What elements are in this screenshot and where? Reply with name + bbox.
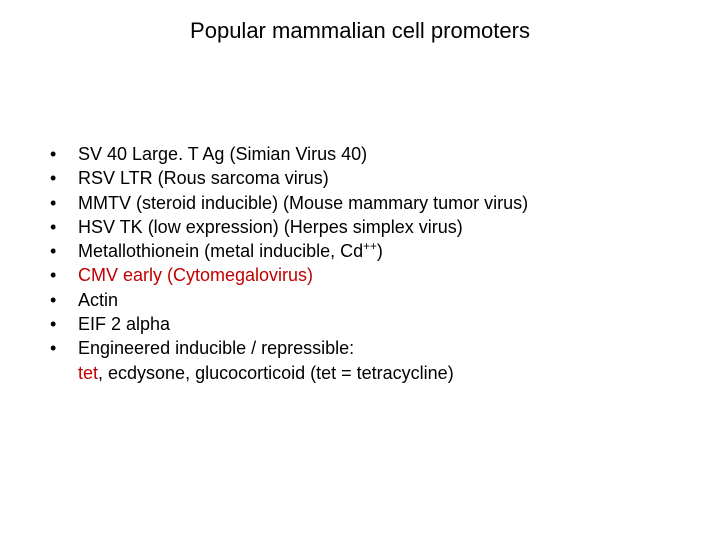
bullet-marker: •: [44, 166, 78, 190]
bullet-marker: •: [44, 142, 78, 166]
list-item-text: RSV LTR (Rous sarcoma virus): [78, 166, 676, 190]
bullet-marker: •: [44, 312, 78, 336]
list-item: • Metallothionein (metal inducible, Cd++…: [44, 239, 676, 263]
cont-rest: , ecdysone, glucocorticoid (tet = tetrac…: [98, 363, 454, 383]
list-item-continuation: tet, ecdysone, glucocorticoid (tet = tet…: [44, 361, 676, 385]
list-item: • Engineered inducible / repressible:: [44, 336, 676, 360]
bullet-marker: •: [44, 263, 78, 287]
text-post: ): [377, 241, 383, 261]
bullet-marker: •: [44, 239, 78, 263]
list-item: • MMTV (steroid inducible) (Mouse mammar…: [44, 191, 676, 215]
slide-title: Popular mammalian cell promoters: [0, 18, 720, 44]
list-item-text: HSV TK (low expression) (Herpes simplex …: [78, 215, 676, 239]
list-item-text: Actin: [78, 288, 676, 312]
list-item-text: Engineered inducible / repressible:: [78, 336, 676, 360]
list-item: • HSV TK (low expression) (Herpes simple…: [44, 215, 676, 239]
bullet-marker: •: [44, 215, 78, 239]
list-item-text: MMTV (steroid inducible) (Mouse mammary …: [78, 191, 676, 215]
list-item-text: CMV early (Cytomegalovirus): [78, 263, 676, 287]
text-pre: Metallothionein (metal inducible, Cd: [78, 241, 363, 261]
slide: Popular mammalian cell promoters • SV 40…: [0, 0, 720, 540]
list-item: • CMV early (Cytomegalovirus): [44, 263, 676, 287]
bullet-marker: •: [44, 191, 78, 215]
cont-red: tet: [78, 363, 98, 383]
list-item-text: SV 40 Large. T Ag (Simian Virus 40): [78, 142, 676, 166]
bullet-list: • SV 40 Large. T Ag (Simian Virus 40) • …: [44, 142, 676, 385]
list-item: • EIF 2 alpha: [44, 312, 676, 336]
list-item-text: Metallothionein (metal inducible, Cd++): [78, 239, 676, 263]
list-item-text: EIF 2 alpha: [78, 312, 676, 336]
bullet-marker: •: [44, 336, 78, 360]
list-item: • Actin: [44, 288, 676, 312]
text-sup: ++: [363, 240, 377, 253]
list-item: • RSV LTR (Rous sarcoma virus): [44, 166, 676, 190]
list-item: • SV 40 Large. T Ag (Simian Virus 40): [44, 142, 676, 166]
bullet-marker: •: [44, 288, 78, 312]
